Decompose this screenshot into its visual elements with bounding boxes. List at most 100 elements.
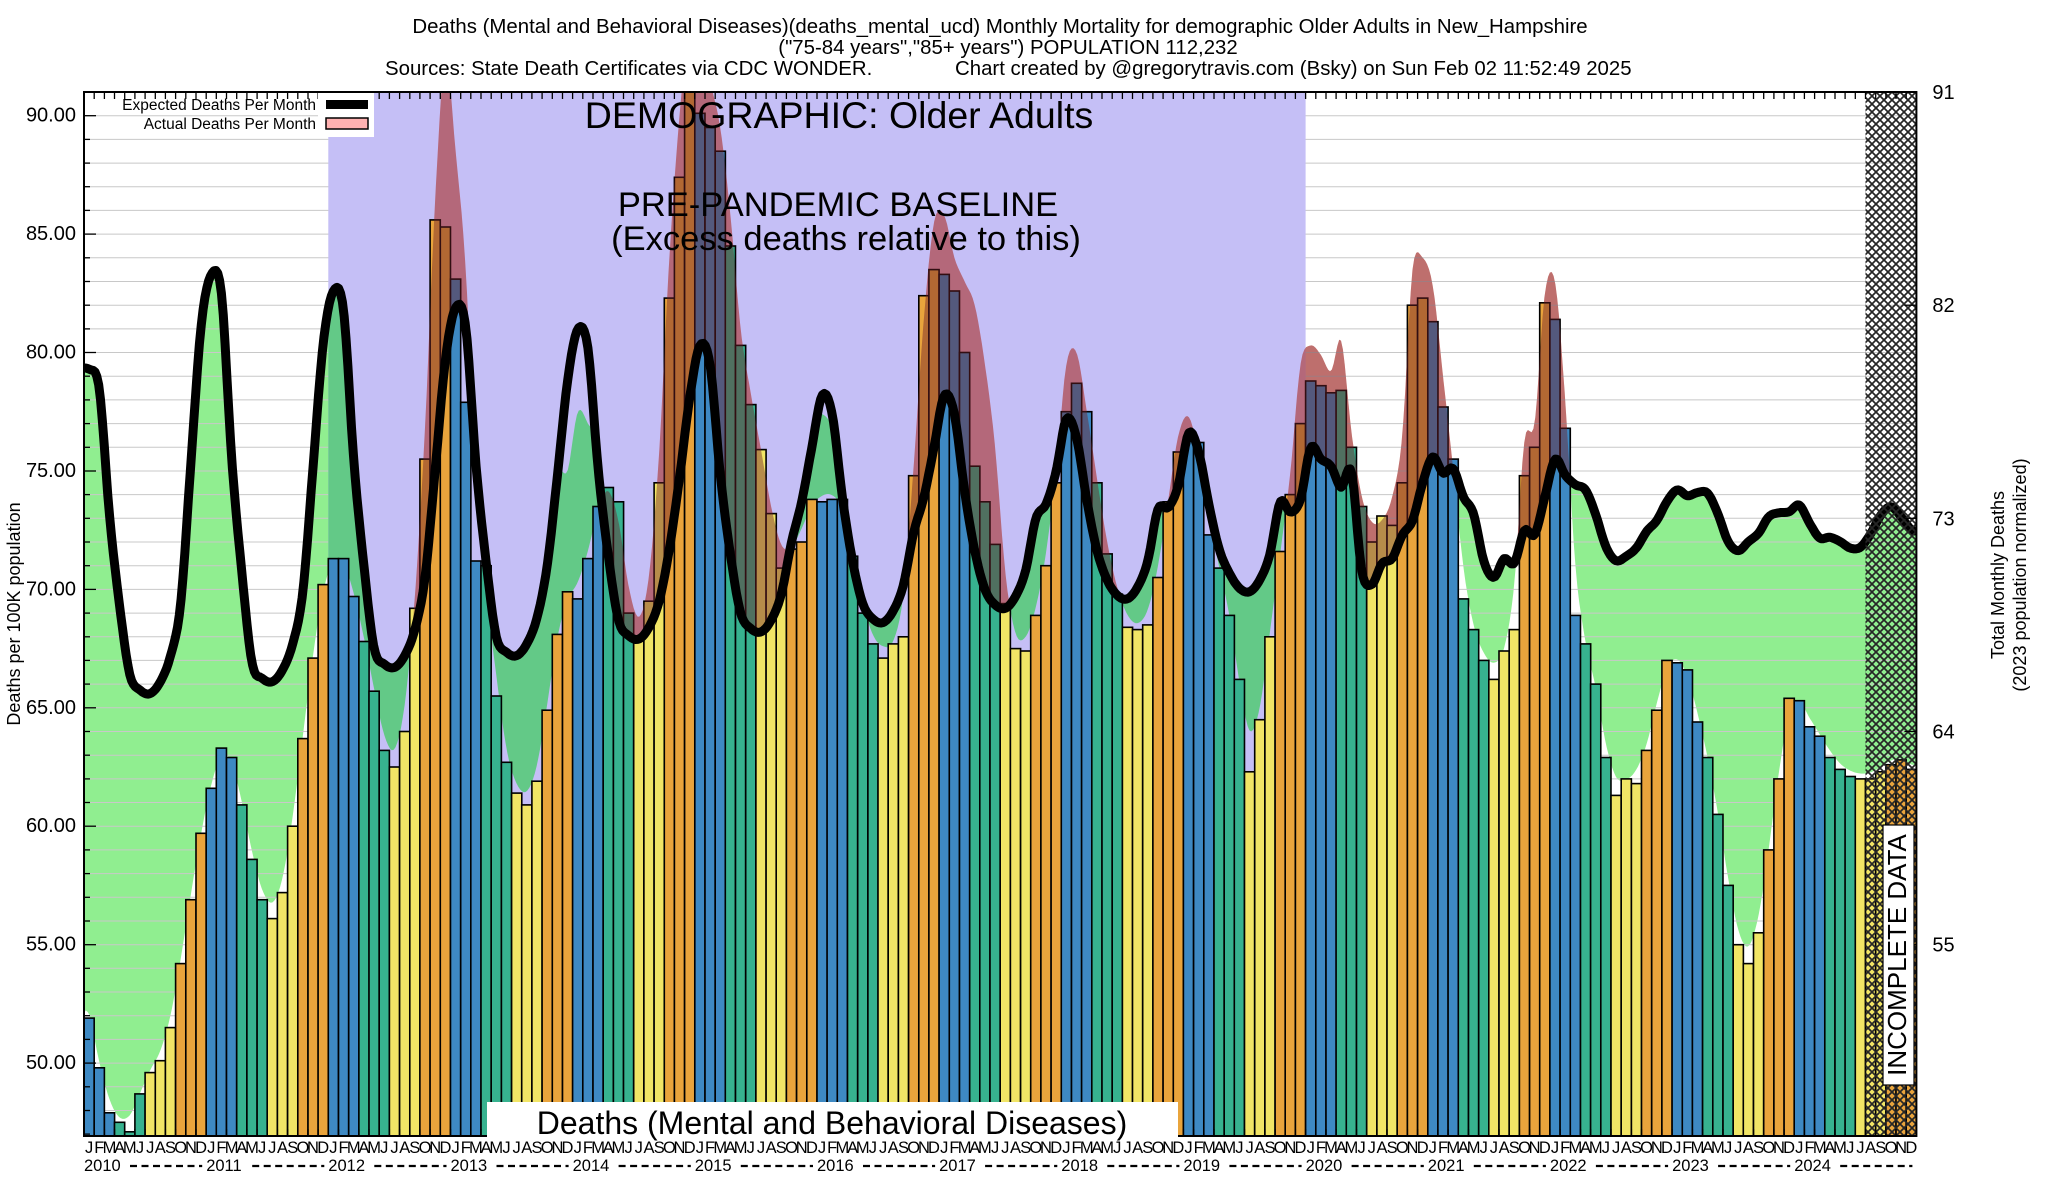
svg-text:D: D xyxy=(806,1139,818,1157)
svg-text:J: J xyxy=(869,1139,877,1157)
svg-text:J: J xyxy=(136,1139,144,1157)
svg-text:S: S xyxy=(531,1139,542,1157)
svg-text:M: M xyxy=(1813,1139,1827,1157)
svg-text:J: J xyxy=(390,1139,398,1157)
svg-text:M: M xyxy=(1446,1139,1460,1157)
svg-text:M: M xyxy=(489,1139,503,1157)
svg-text:M: M xyxy=(123,1139,137,1157)
svg-text:D: D xyxy=(1905,1139,1917,1157)
svg-text:S: S xyxy=(1387,1139,1398,1157)
svg-text:M: M xyxy=(225,1139,239,1157)
svg-text:J: J xyxy=(1602,1139,1610,1157)
svg-text:N: N xyxy=(185,1139,197,1157)
svg-text:O: O xyxy=(1885,1139,1898,1157)
svg-text:O: O xyxy=(663,1139,676,1157)
svg-text:J: J xyxy=(207,1139,215,1157)
svg-text:60.00: 60.00 xyxy=(26,815,76,837)
svg-text:F: F xyxy=(1804,1139,1814,1157)
svg-text:F: F xyxy=(216,1139,226,1157)
svg-text:N: N xyxy=(307,1139,319,1157)
svg-text:J: J xyxy=(1480,1139,1488,1157)
svg-text:S: S xyxy=(1142,1139,1153,1157)
svg-text:2018: 2018 xyxy=(1061,1157,1098,1175)
svg-text:S: S xyxy=(1020,1139,1031,1157)
svg-text:D: D xyxy=(1417,1139,1429,1157)
svg-text:F: F xyxy=(949,1139,959,1157)
svg-text:J: J xyxy=(502,1139,510,1157)
svg-text:J: J xyxy=(1357,1139,1365,1157)
svg-text:J: J xyxy=(991,1139,999,1157)
svg-text:N: N xyxy=(918,1139,930,1157)
svg-text:F: F xyxy=(1438,1139,1448,1157)
svg-text:M: M xyxy=(469,1139,483,1157)
svg-text:2016: 2016 xyxy=(817,1157,854,1175)
svg-text:J: J xyxy=(1856,1139,1864,1157)
svg-text:A: A xyxy=(643,1139,654,1157)
svg-text:A: A xyxy=(155,1139,166,1157)
svg-text:O: O xyxy=(174,1139,187,1157)
svg-text:D: D xyxy=(1050,1139,1062,1157)
svg-text:A: A xyxy=(114,1139,125,1157)
svg-text:A: A xyxy=(1091,1139,1102,1157)
svg-text:70.00: 70.00 xyxy=(26,578,76,600)
svg-text:S: S xyxy=(654,1139,665,1157)
svg-text:M: M xyxy=(591,1139,605,1157)
svg-text:D: D xyxy=(928,1139,940,1157)
svg-text:N: N xyxy=(1407,1139,1419,1157)
svg-text:A: A xyxy=(1865,1139,1876,1157)
svg-text:50.00: 50.00 xyxy=(26,1052,76,1074)
svg-text:A: A xyxy=(1702,1139,1713,1157)
svg-text:J: J xyxy=(818,1139,826,1157)
svg-text:75.00: 75.00 xyxy=(26,460,76,482)
svg-text:D: D xyxy=(1172,1139,1184,1157)
svg-text:F: F xyxy=(583,1139,593,1157)
svg-text:2010: 2010 xyxy=(84,1157,121,1175)
svg-text:Actual Deaths Per Month: Actual Deaths Per Month xyxy=(144,116,316,133)
svg-text:55: 55 xyxy=(1932,935,1954,957)
svg-text:2020: 2020 xyxy=(1306,1157,1343,1175)
svg-text:Deaths (Mental and Behavioral: Deaths (Mental and Behavioral Diseases) xyxy=(537,1105,1128,1141)
svg-text:J: J xyxy=(624,1139,632,1157)
svg-text:J: J xyxy=(574,1139,582,1157)
svg-text:A: A xyxy=(481,1139,492,1157)
svg-text:2014: 2014 xyxy=(573,1157,610,1175)
svg-text:N: N xyxy=(1895,1139,1907,1157)
svg-text:A: A xyxy=(603,1139,614,1157)
svg-text:2011: 2011 xyxy=(206,1157,241,1175)
svg-text:N: N xyxy=(1040,1139,1052,1157)
svg-text:J: J xyxy=(1235,1139,1243,1157)
svg-text:Deaths (Mental and Behavioral: Deaths (Mental and Behavioral Diseases)(… xyxy=(412,16,1587,38)
svg-text:J: J xyxy=(1612,1139,1620,1157)
svg-text:M: M xyxy=(1691,1139,1705,1157)
svg-text:80.00: 80.00 xyxy=(26,342,76,364)
svg-text:J: J xyxy=(1490,1139,1498,1157)
svg-text:D: D xyxy=(1783,1139,1795,1157)
svg-text:A: A xyxy=(277,1139,288,1157)
svg-text:J: J xyxy=(1307,1139,1315,1157)
svg-text:J: J xyxy=(1673,1139,1681,1157)
svg-text:M: M xyxy=(836,1139,850,1157)
svg-text:J: J xyxy=(329,1139,337,1157)
svg-text:N: N xyxy=(1651,1139,1663,1157)
svg-text:A: A xyxy=(1621,1139,1632,1157)
svg-text:A: A xyxy=(1214,1139,1225,1157)
svg-text:J: J xyxy=(940,1139,948,1157)
svg-text:S: S xyxy=(776,1139,787,1157)
svg-text:D: D xyxy=(562,1139,574,1157)
svg-text:M: M xyxy=(1345,1139,1359,1157)
svg-text:64: 64 xyxy=(1932,722,1954,744)
svg-text:O: O xyxy=(419,1139,432,1157)
svg-text:D: D xyxy=(317,1139,329,1157)
svg-text:A: A xyxy=(358,1139,369,1157)
svg-text:65.00: 65.00 xyxy=(26,697,76,719)
svg-text:J: J xyxy=(1062,1139,1070,1157)
svg-text:(2023 population normalized): (2023 population normalized) xyxy=(2010,458,2030,691)
svg-text:55.00: 55.00 xyxy=(26,934,76,956)
svg-text:2015: 2015 xyxy=(695,1157,732,1175)
svg-text:Sources: State Death Certifica: Sources: State Death Certificates via CD… xyxy=(385,58,872,80)
svg-text:D: D xyxy=(684,1139,696,1157)
svg-text:F: F xyxy=(94,1139,104,1157)
svg-text:90.00: 90.00 xyxy=(26,105,76,127)
svg-text:A: A xyxy=(236,1139,247,1157)
svg-text:A: A xyxy=(1010,1139,1021,1157)
